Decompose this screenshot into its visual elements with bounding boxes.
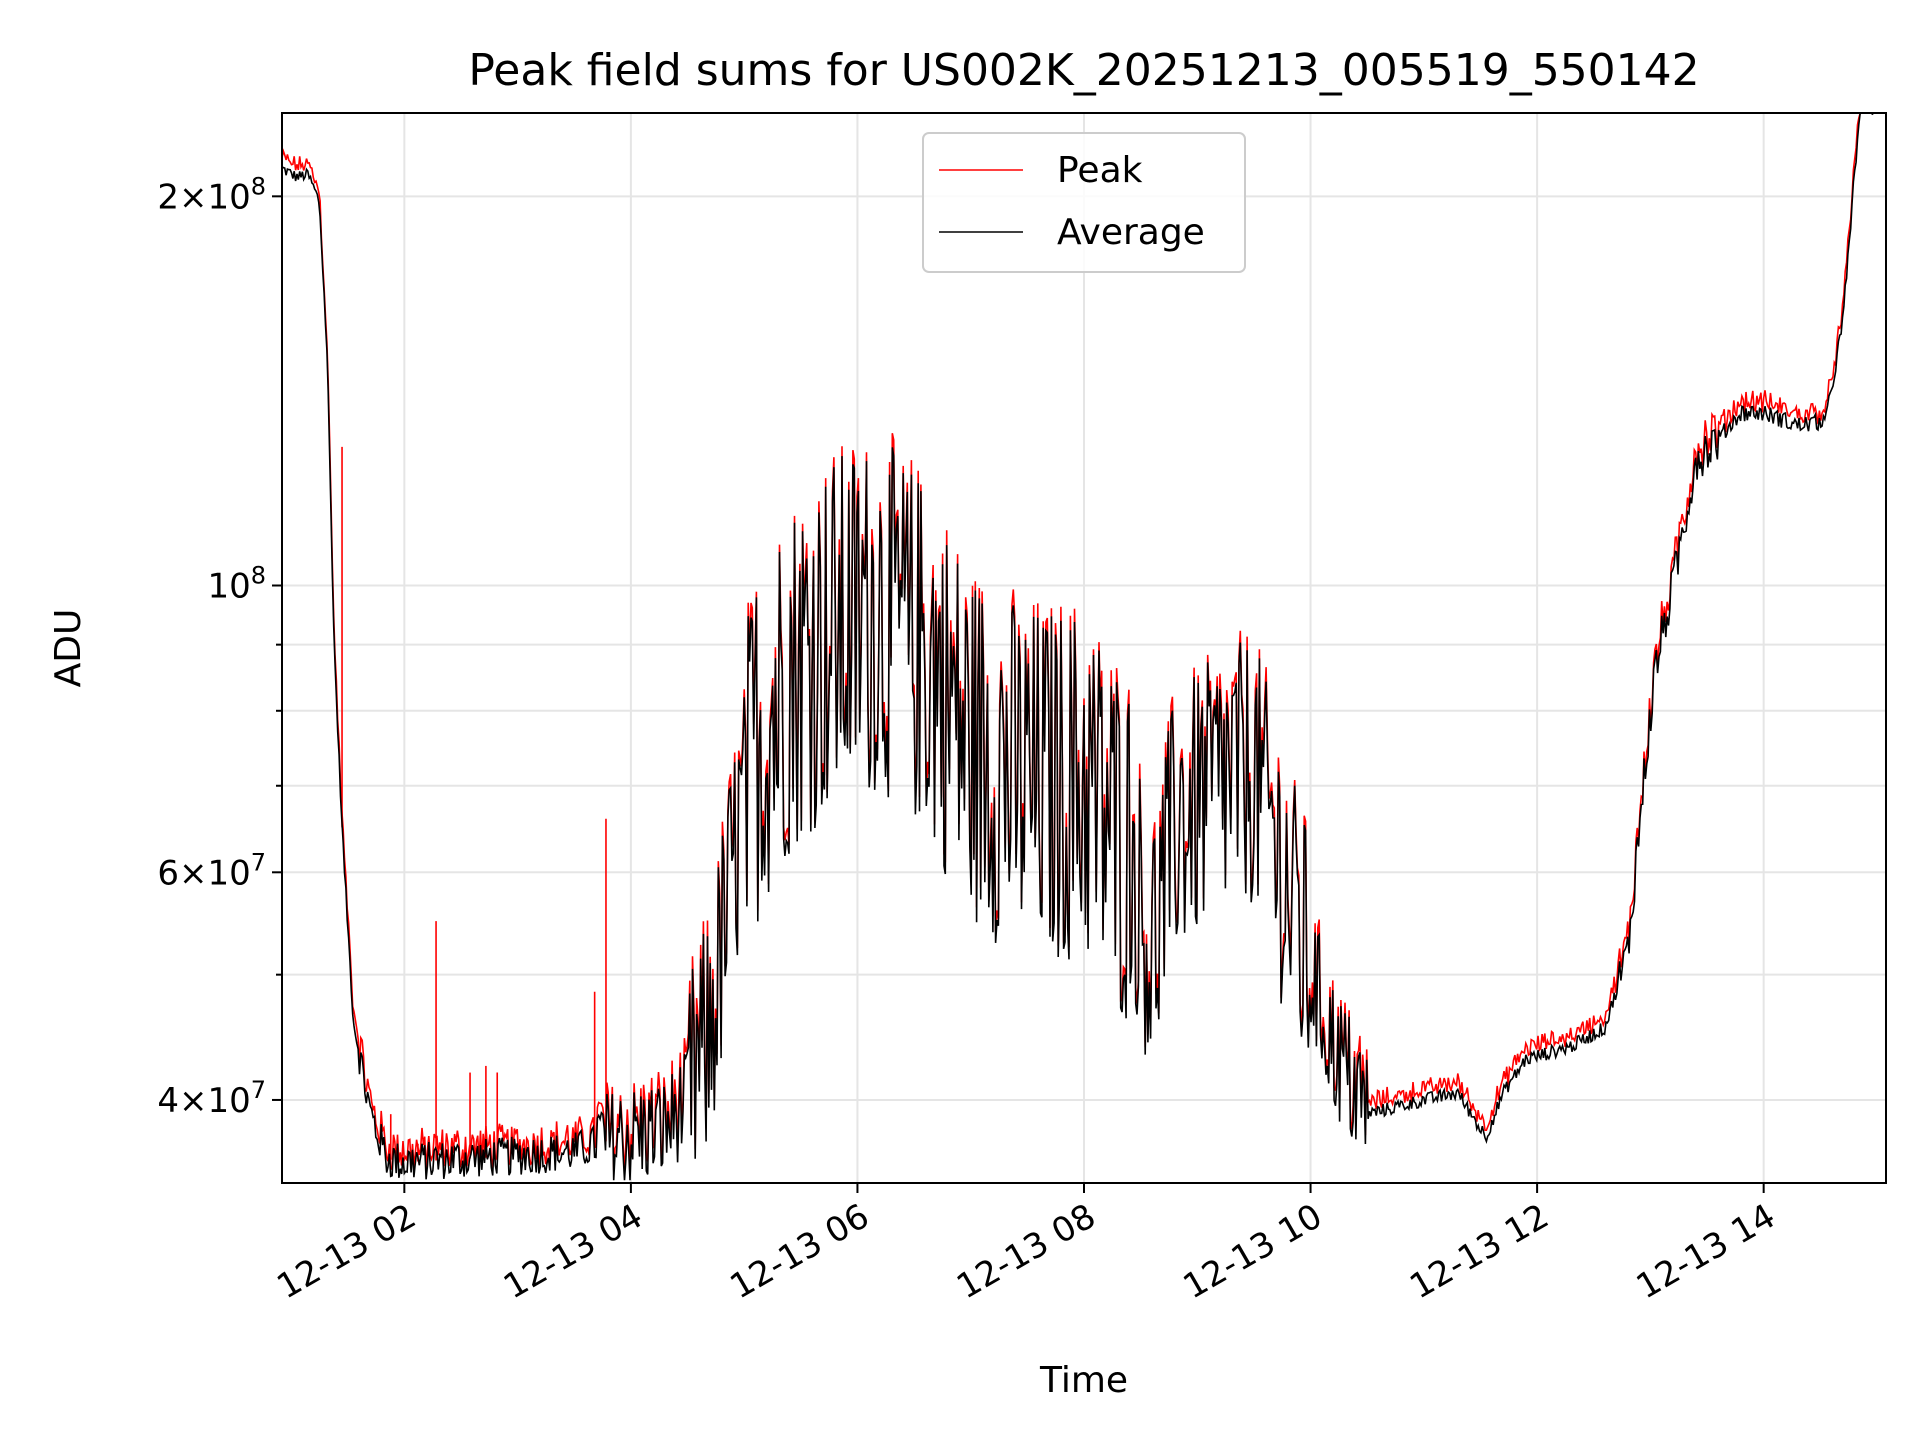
- y-tick-label: 2×108: [157, 172, 266, 217]
- series-average-line: [282, 113, 1885, 1181]
- y-tick-label: 4×107: [157, 1076, 266, 1121]
- plot-series: [282, 113, 1885, 1181]
- legend-label-average: Average: [1057, 212, 1205, 253]
- y-tick-label: 6×107: [157, 848, 266, 893]
- chart-title: Peak field sums for US002K_20251213_0055…: [468, 45, 1699, 96]
- series-average: [282, 113, 1885, 1181]
- y-tick-label: 108: [207, 561, 266, 606]
- y-axis-label: ADU: [48, 609, 89, 688]
- grid: [282, 113, 1886, 1183]
- x-tick-label: 12-13 10: [1177, 1196, 1329, 1307]
- y-axis: 4×107 6×107 108 2×108: [157, 172, 282, 1121]
- x-tick-label: 12-13 12: [1403, 1196, 1555, 1307]
- legend-label-peak: Peak: [1057, 150, 1143, 191]
- legend-box: [922, 132, 1246, 273]
- legend: Peak Average: [922, 132, 1246, 273]
- x-tick-label: 12-13 06: [724, 1196, 876, 1307]
- x-axis: 12-13 02 12-13 04 12-13 06 12-13 08 12-13 10…: [270, 1183, 1782, 1307]
- x-tick-label: 12-13 04: [497, 1196, 649, 1307]
- x-tick-label: 12-13 14: [1630, 1196, 1782, 1307]
- x-tick-label: 12-13 08: [950, 1196, 1102, 1307]
- x-tick-label: 12-13 02: [270, 1196, 422, 1307]
- x-axis-label: Time: [1039, 1360, 1128, 1401]
